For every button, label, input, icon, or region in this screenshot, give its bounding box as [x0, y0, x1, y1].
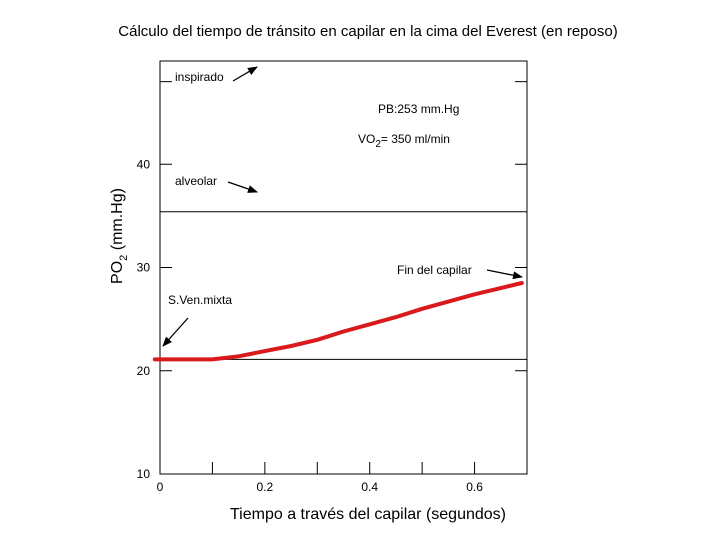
x-axis-title: Tiempo a través del capilar (segundos): [230, 506, 506, 523]
y-tick-label: 30: [137, 261, 151, 275]
y-tick-label: 10: [137, 467, 151, 481]
y-tick-label: 20: [137, 364, 151, 378]
y-axis-title-sub: 2: [118, 255, 130, 261]
x-tick-label: 0.4: [361, 480, 378, 494]
series-line: [152, 281, 524, 362]
y-tick-label: 40: [137, 157, 151, 171]
plot-frame: [159, 60, 528, 475]
y-axis-title: PO2 (mm.Hg): [109, 188, 130, 284]
annotation-sven: S.Ven.mixta: [168, 293, 232, 307]
annotation-pb: PB:253 mm.Hg: [378, 102, 459, 116]
arrow-alveolar: [227, 181, 258, 193]
y-ticks: [160, 81, 527, 475]
y-tick-labels: 10 20 30 40: [137, 157, 151, 481]
arrow-fin-capilar: [486, 269, 523, 280]
annotation-alveolar: alveolar: [175, 174, 217, 188]
x-tick-label: 0.6: [466, 480, 483, 494]
x-tick-label: 0: [157, 480, 164, 494]
vo2-main: VO: [358, 132, 375, 146]
y-axis-title-main: PO: [109, 261, 126, 284]
y-axis-title-unit: (mm.Hg): [109, 188, 126, 255]
annotation-inspirado: inspirado: [175, 70, 224, 84]
arrow-inspirado: [232, 66, 258, 82]
x-tick-labels: 0 0.2 0.4 0.6: [157, 480, 484, 494]
vo2-rest: = 350 ml/min: [381, 132, 450, 146]
reference-lines: [160, 211, 527, 360]
x-tick-label: 0.2: [257, 480, 274, 494]
arrow-sven: [162, 317, 189, 347]
x-ticks: [159, 462, 476, 474]
chart-title: Cálculo del tiempo de tránsito en capila…: [118, 23, 617, 40]
annotation-vo2: VO2= 350 ml/min: [358, 132, 450, 150]
vo2-sub: 2: [375, 139, 381, 150]
annotation-fin-capilar: Fin del capilar: [397, 263, 472, 277]
